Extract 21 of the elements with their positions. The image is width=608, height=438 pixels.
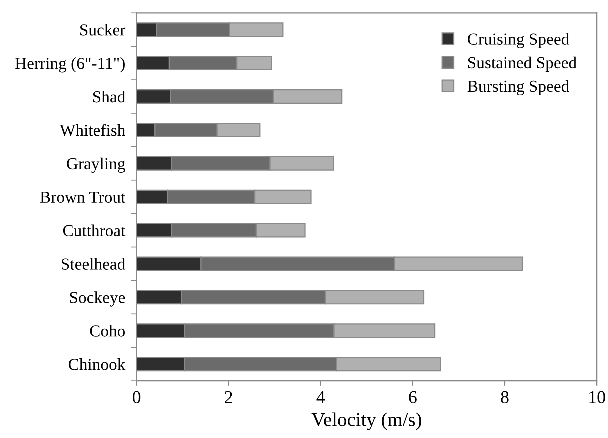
y-tick-label: Brown Trout	[40, 192, 126, 204]
x-tick-label: 4	[316, 391, 326, 404]
y-tick-label: Whitefish	[60, 124, 126, 136]
y-tick-label: Cutthroat	[63, 224, 126, 236]
legend-label: Cruising Speed	[468, 33, 570, 48]
x-tick-label: 2	[225, 391, 232, 404]
x-axis-title: Velocity (m/s)	[312, 412, 422, 430]
x-tick-label: 0	[132, 391, 141, 404]
y-tick-label: Sockeye	[70, 292, 126, 307]
y-tick-label: Coho	[90, 325, 126, 337]
x-tick-label: 8	[501, 391, 509, 404]
y-tick-label: Sucker	[80, 24, 126, 36]
y-tick-label: Shad	[93, 90, 126, 103]
legend-label: Sustained Speed	[468, 56, 577, 72]
y-tick-label: Steelhead	[62, 258, 126, 270]
legend-label: Bursting Speed	[468, 80, 570, 96]
x-tick-label: 10	[590, 391, 606, 404]
y-tick-label: Grayling	[67, 158, 126, 174]
y-tick-label: Chinook	[68, 358, 126, 370]
y-tick-label: Herring (6"-11")	[16, 58, 125, 73]
x-tick-label: 6	[409, 391, 417, 404]
